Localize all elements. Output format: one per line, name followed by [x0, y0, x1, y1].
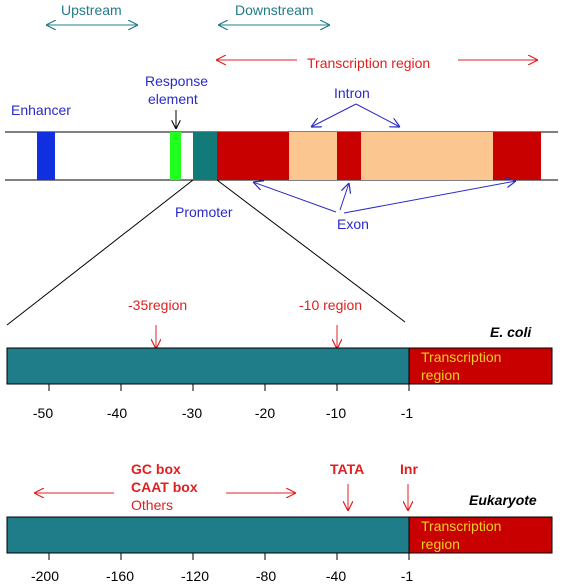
- response-element-label-line1: Response: [145, 73, 208, 89]
- ecoli-axis-ticks: [48, 384, 410, 391]
- enhancer-block: [37, 132, 55, 180]
- eukaryote-tick-label: -40: [326, 568, 346, 584]
- intron-label: Intron: [334, 85, 370, 101]
- intron-block-1: [289, 132, 337, 180]
- intron-pointer-2: [355, 103, 400, 127]
- ecoli-tick-label: -20: [255, 405, 275, 421]
- ecoli-tick-label: -10: [326, 405, 346, 421]
- ecoli-tick-label: -30: [182, 405, 202, 421]
- eukaryote-promoter-bar: [6, 516, 410, 554]
- ecoli-organism-label: E. coli: [490, 324, 532, 340]
- ecoli-promoter-bar: [6, 347, 410, 385]
- exon-pointer-2: [339, 183, 349, 211]
- region-35-label: -35region: [128, 297, 187, 313]
- gc-box-label: GC box: [131, 461, 181, 477]
- region-10-label: -10 region: [299, 297, 362, 313]
- ecoli-transcription-label-line2: region: [421, 367, 460, 383]
- inr-label: Inr: [400, 461, 418, 477]
- promoter-block: [193, 132, 217, 180]
- ecoli-tick-label: -1: [401, 405, 414, 421]
- eukaryote-tick-label: -80: [256, 568, 276, 584]
- exon-pointer-3: [343, 181, 516, 214]
- enhancer-label: Enhancer: [11, 102, 71, 118]
- exon-pointer-1: [253, 182, 337, 213]
- zoom-line-right: [216, 179, 406, 323]
- eukaryote-transcription-label-line2: region: [421, 536, 460, 552]
- upstream-label: Upstream: [61, 2, 122, 18]
- zoom-line-left: [6, 179, 194, 326]
- eukaryote-tick-label: -200: [31, 568, 59, 584]
- exon-block-3: [493, 132, 541, 180]
- intron-pointer-1: [311, 103, 357, 127]
- intron-block-2: [361, 132, 493, 180]
- eukaryote-organism-label: Eukaryote: [469, 492, 537, 508]
- caat-box-label: CAAT box: [131, 479, 198, 495]
- transcription-region-label: Transcription region: [307, 55, 430, 71]
- eukaryote-axis-ticks: [48, 553, 410, 560]
- eukaryote-tick-label: -1: [401, 568, 414, 584]
- ecoli-transcription-bar: [408, 347, 553, 385]
- tata-label: TATA: [330, 461, 364, 477]
- others-label: Others: [131, 497, 173, 513]
- ecoli-tick-label: -40: [107, 405, 127, 421]
- ecoli-tick-label: -50: [33, 405, 53, 421]
- eukaryote-tick-label: -160: [106, 568, 134, 584]
- exon-label: Exon: [337, 216, 369, 232]
- response-element-block: [170, 132, 181, 180]
- downstream-label: Downstream: [235, 2, 314, 18]
- ecoli-transcription-label-line1: Transcription: [421, 349, 501, 365]
- exon-block-1: [217, 132, 289, 180]
- eukaryote-transcription-label-line1: Transcription: [421, 518, 501, 534]
- response-element-label-line2: element: [148, 91, 198, 107]
- eukaryote-tick-label: -120: [181, 568, 209, 584]
- exon-block-2: [337, 132, 361, 180]
- promoter-label: Promoter: [175, 204, 233, 220]
